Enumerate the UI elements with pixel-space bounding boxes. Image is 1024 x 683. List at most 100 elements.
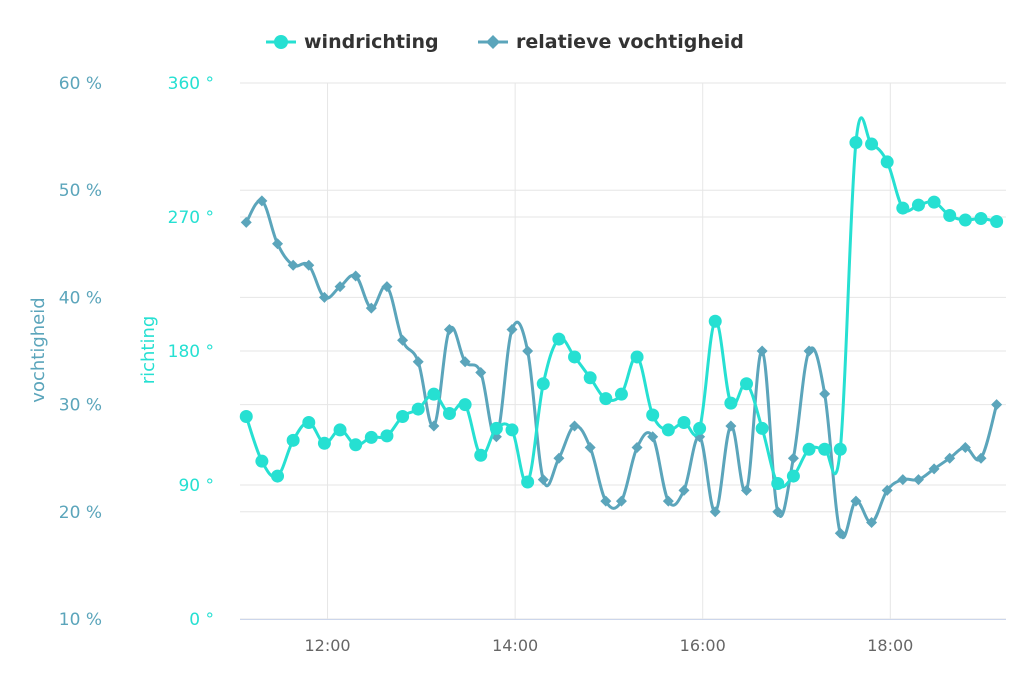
data-point-relatieve-vochtigheid [287,259,299,271]
data-point-relatieve-vochtigheid [756,345,768,357]
data-point-windrichting [474,448,488,462]
y-tick-richting: 270 ° [168,208,214,228]
legend-item-relatieve-vochtigheid[interactable]: relatieve vochtigheid [478,31,744,53]
data-point-windrichting [849,136,863,150]
data-point-windrichting [833,442,847,456]
y-tick-vochtigheid: 20 % [59,503,102,523]
x-tick: 12:00 [304,636,350,655]
data-point-relatieve-vochtigheid [569,420,581,432]
data-point-windrichting [458,398,472,412]
x-tick: 18:00 [867,636,913,655]
series-relatieve-vochtigheid [240,195,1003,539]
data-point-windrichting [317,436,331,450]
data-point-relatieve-vochtigheid [881,484,893,496]
data-point-relatieve-vochtigheid [522,345,534,357]
data-point-windrichting [614,387,628,401]
data-point-windrichting [865,137,879,151]
series-line-windrichting [244,116,997,489]
data-point-windrichting [755,421,769,435]
data-point-relatieve-vochtigheid [991,399,1003,411]
data-point-relatieve-vochtigheid [740,484,752,496]
data-point-windrichting [630,350,644,364]
y-tick-vochtigheid: 30 % [59,396,102,416]
data-point-windrichting [739,377,753,391]
data-point-relatieve-vochtigheid [256,195,268,207]
data-point-windrichting [818,442,832,456]
data-point-windrichting [442,407,456,421]
y-tick-vochtigheid: 10 % [59,610,102,630]
y-tick-vochtigheid: 40 % [59,288,102,308]
data-point-windrichting [427,387,441,401]
data-point-relatieve-vochtigheid [819,388,831,400]
data-point-windrichting [396,410,410,424]
y-tick-richting: 360 ° [168,74,214,94]
y-tick-vochtigheid: 50 % [59,181,102,201]
data-point-relatieve-vochtigheid [787,452,799,464]
data-point-relatieve-vochtigheid [584,441,596,453]
legend-label-relatieve-vochtigheid: relatieve vochtigheid [516,31,744,53]
legend-item-windrichting[interactable]: windrichting [266,31,439,53]
data-point-relatieve-vochtigheid [631,441,643,453]
x-tick: 14:00 [492,636,538,655]
data-point-relatieve-vochtigheid [803,345,815,357]
data-point-relatieve-vochtigheid [412,356,424,368]
data-point-windrichting [677,415,691,429]
y-tick-richting: 0 ° [189,610,214,630]
x-axis-ticks: 12:00 14:00 16:00 18:00 [304,636,913,655]
data-point-relatieve-vochtigheid [537,474,549,486]
data-point-windrichting [724,396,738,410]
x-tick: 16:00 [680,636,726,655]
data-point-windrichting [255,454,269,468]
y-axis-vochtigheid-ticks: 10 % 20 % 30 % 40 % 50 % 60 % [59,74,102,630]
y-axis-richting-title: richting [138,316,159,385]
data-point-relatieve-vochtigheid [365,302,377,314]
data-point-relatieve-vochtigheid [397,334,409,346]
data-point-relatieve-vochtigheid [272,238,284,250]
y-axis-richting-ticks: 0 ° 90 ° 180 ° 270 ° 360 ° [168,74,214,630]
data-point-relatieve-vochtigheid [772,506,784,518]
data-point-relatieve-vochtigheid [350,270,362,282]
data-point-relatieve-vochtigheid [912,474,924,486]
data-point-windrichting [489,421,503,435]
data-point-relatieve-vochtigheid [725,420,737,432]
data-point-windrichting [271,469,285,483]
data-point-windrichting [693,421,707,435]
data-point-windrichting [583,371,597,385]
data-point-windrichting [771,477,785,491]
data-point-windrichting [380,429,394,443]
data-point-relatieve-vochtigheid [850,495,862,507]
data-point-windrichting [911,198,925,212]
data-point-relatieve-vochtigheid [475,366,487,378]
data-point-windrichting [411,402,425,416]
data-point-windrichting [990,214,1004,228]
series-windrichting [239,116,1004,491]
data-point-relatieve-vochtigheid [897,474,909,486]
data-point-windrichting [568,350,582,364]
data-point-windrichting [364,430,378,444]
data-point-windrichting [646,408,660,422]
data-point-relatieve-vochtigheid [975,452,987,464]
y-tick-richting: 180 ° [168,342,214,362]
data-point-windrichting [927,195,941,209]
y-tick-richting: 90 ° [178,476,214,496]
data-point-relatieve-vochtigheid [647,431,659,443]
data-point-relatieve-vochtigheid [334,281,346,293]
data-point-windrichting [552,332,566,346]
grid-lines [240,82,1006,620]
data-point-relatieve-vochtigheid [834,527,846,539]
data-point-relatieve-vochtigheid [428,420,440,432]
legend-label-windrichting: windrichting [304,31,439,53]
data-point-windrichting [536,377,550,391]
data-point-windrichting [896,201,910,215]
data-point-relatieve-vochtigheid [662,495,674,507]
data-point-windrichting [599,392,613,406]
data-point-relatieve-vochtigheid [303,259,315,271]
data-point-relatieve-vochtigheid [600,495,612,507]
data-point-windrichting [239,410,253,424]
data-point-windrichting [505,423,519,437]
legend: windrichting relatieve vochtigheid [266,31,744,53]
data-point-relatieve-vochtigheid [459,356,471,368]
data-point-windrichting [661,423,675,437]
data-point-windrichting [880,155,894,169]
